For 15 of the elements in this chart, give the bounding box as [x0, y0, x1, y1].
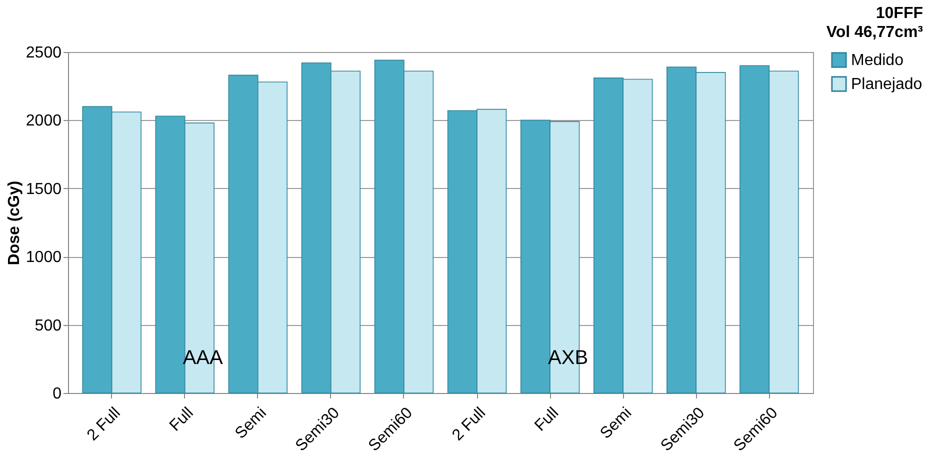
y-tick-label: 2500 — [26, 44, 62, 62]
y-tick-label: 500 — [34, 317, 62, 334]
x-tick-label: Full — [166, 404, 197, 435]
y-tick-label: 1000 — [26, 249, 62, 266]
text: 10FFF — [876, 5, 924, 22]
y-tick-label: 2000 — [26, 112, 62, 130]
y-tick-label: 1500 — [26, 180, 62, 198]
y-tick-label: 0 — [52, 386, 62, 402]
x-tick-label: Full — [532, 404, 562, 435]
x-tick-label: 2 Full — [84, 404, 124, 444]
y-axis-title: Dose (cGy) — [6, 180, 23, 266]
text: Vol 46,77cm³ — [826, 24, 923, 41]
legend-label: Medido — [851, 52, 904, 69]
x-tick-label: 2 Full — [449, 404, 490, 444]
legend-label: Planejado — [851, 76, 922, 93]
